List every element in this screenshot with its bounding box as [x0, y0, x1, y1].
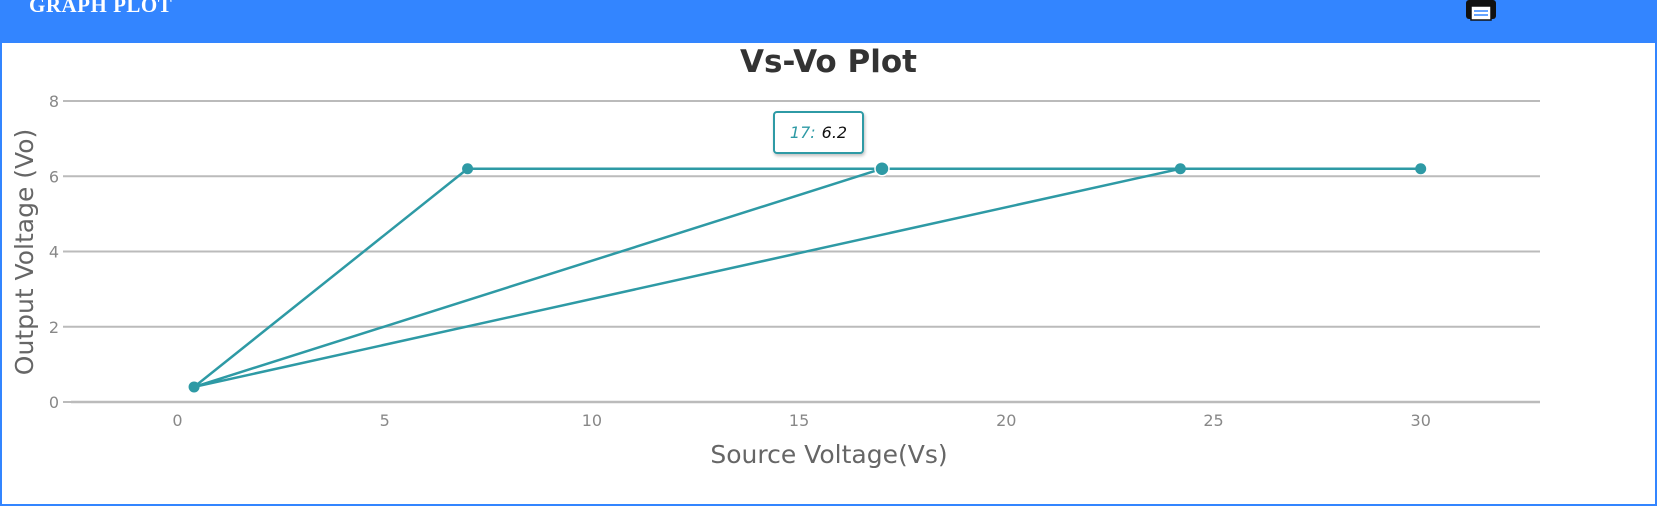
- y-tick-label: 2: [49, 318, 59, 337]
- x-tick-label: 20: [996, 411, 1016, 430]
- data-tooltip: 17: 6.2: [773, 111, 864, 154]
- highlighted-point: [874, 160, 890, 177]
- chart-title: Vs-Vo Plot: [740, 44, 917, 80]
- data-point: [1415, 163, 1427, 175]
- y-tick-label: 6: [49, 167, 59, 186]
- printer-icon: [1466, 0, 1496, 21]
- x-tick-label: 25: [1203, 411, 1223, 430]
- data-point: [462, 163, 474, 175]
- tooltip-x: 17:: [789, 123, 816, 142]
- data-point: [1174, 163, 1186, 175]
- series-line: [192, 167, 1422, 389]
- y-tick-label: 8: [49, 92, 59, 111]
- y-tick-label: 4: [49, 243, 59, 262]
- x-tick-label: 15: [789, 411, 809, 430]
- x-axis-title: Source Voltage(Vs): [710, 440, 947, 469]
- data-point: [188, 381, 200, 393]
- tooltip-y: 6.2: [821, 123, 848, 142]
- print-button[interactable]: [1462, 0, 1500, 22]
- x-tick-labels: 0 5 10 15 20 25 30: [172, 411, 1430, 430]
- x-tick-label: 10: [582, 411, 602, 430]
- panel-title: GRAPH PLOT: [29, 0, 173, 17]
- x-tick-label: 30: [1411, 411, 1431, 430]
- y-axis-title: Output Voltage (Vo): [10, 129, 39, 375]
- x-tick-label: 5: [380, 411, 390, 430]
- y-tick-label: 0: [49, 393, 59, 412]
- y-tick-labels: 0 2 4 6 8: [49, 92, 59, 412]
- x-tick-label: 0: [172, 411, 182, 430]
- series-layer: [188, 160, 1427, 393]
- panel-header: GRAPH PLOT: [0, 0, 1657, 43]
